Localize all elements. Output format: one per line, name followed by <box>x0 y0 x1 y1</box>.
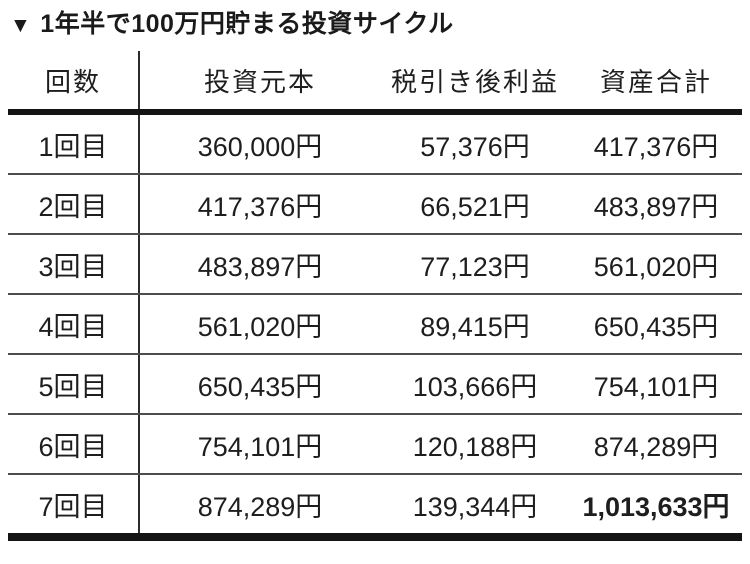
cell-profit: 103,666円 <box>380 354 570 416</box>
cell-total: 417,376円 <box>570 112 742 176</box>
cell-count: 6回目 <box>8 414 140 476</box>
cell-count: 2回目 <box>8 174 140 236</box>
table-row: 6回目 754,101円 120,188円 874,289円 <box>8 414 742 476</box>
cell-total: 754,101円 <box>570 354 742 416</box>
cell-principal: 360,000円 <box>139 112 380 176</box>
cell-total: 483,897円 <box>570 174 742 236</box>
table-row: 4回目 561,020円 89,415円 650,435円 <box>8 294 742 356</box>
cell-principal: 650,435円 <box>139 354 380 416</box>
cell-profit: 57,376円 <box>380 112 570 176</box>
cell-profit: 120,188円 <box>380 414 570 476</box>
table-row: 5回目 650,435円 103,666円 754,101円 <box>8 354 742 416</box>
cell-profit: 66,521円 <box>380 174 570 236</box>
cell-grand-total: 1,013,633円 <box>570 474 742 542</box>
cell-principal: 561,020円 <box>139 294 380 356</box>
table-row: 1回目 360,000円 57,376円 417,376円 <box>8 112 742 176</box>
cell-count: 4回目 <box>8 294 140 356</box>
cell-count: 3回目 <box>8 234 140 296</box>
table-header-row: 回数 投資元本 税引き後利益 資産合計 <box>8 51 742 116</box>
triangle-marker-icon: ▼ <box>10 14 32 38</box>
cell-total: 874,289円 <box>570 414 742 476</box>
cell-principal: 754,101円 <box>139 414 380 476</box>
cell-count: 7回目 <box>8 474 140 542</box>
table-row: 2回目 417,376円 66,521円 483,897円 <box>8 174 742 236</box>
cell-total: 561,020円 <box>570 234 742 296</box>
cell-count: 1回目 <box>8 112 140 176</box>
cell-profit: 77,123円 <box>380 234 570 296</box>
table-row: 7回目 874,289円 139,344円 1,013,633円 <box>8 474 742 542</box>
page-title-text: 1年半で100万円貯まる投資サイクル <box>40 10 454 38</box>
cell-count: 5回目 <box>8 354 140 416</box>
column-header-principal: 投資元本 <box>139 51 380 116</box>
cell-profit: 139,344円 <box>380 474 570 542</box>
cell-principal: 874,289円 <box>139 474 380 542</box>
cell-profit: 89,415円 <box>380 294 570 356</box>
page-title: ▼ 1年半で100万円貯まる投資サイクル <box>0 0 750 40</box>
cell-principal: 483,897円 <box>139 234 380 296</box>
column-header-total-assets: 資産合計 <box>570 51 742 116</box>
cell-principal: 417,376円 <box>139 174 380 236</box>
cell-total: 650,435円 <box>570 294 742 356</box>
investment-cycle-table: 回数 投資元本 税引き後利益 資産合計 1回目 360,000円 57,376円… <box>8 51 742 542</box>
column-header-after-tax-profit: 税引き後利益 <box>380 51 570 116</box>
table-row: 3回目 483,897円 77,123円 561,020円 <box>8 234 742 296</box>
column-header-count: 回数 <box>8 51 140 116</box>
